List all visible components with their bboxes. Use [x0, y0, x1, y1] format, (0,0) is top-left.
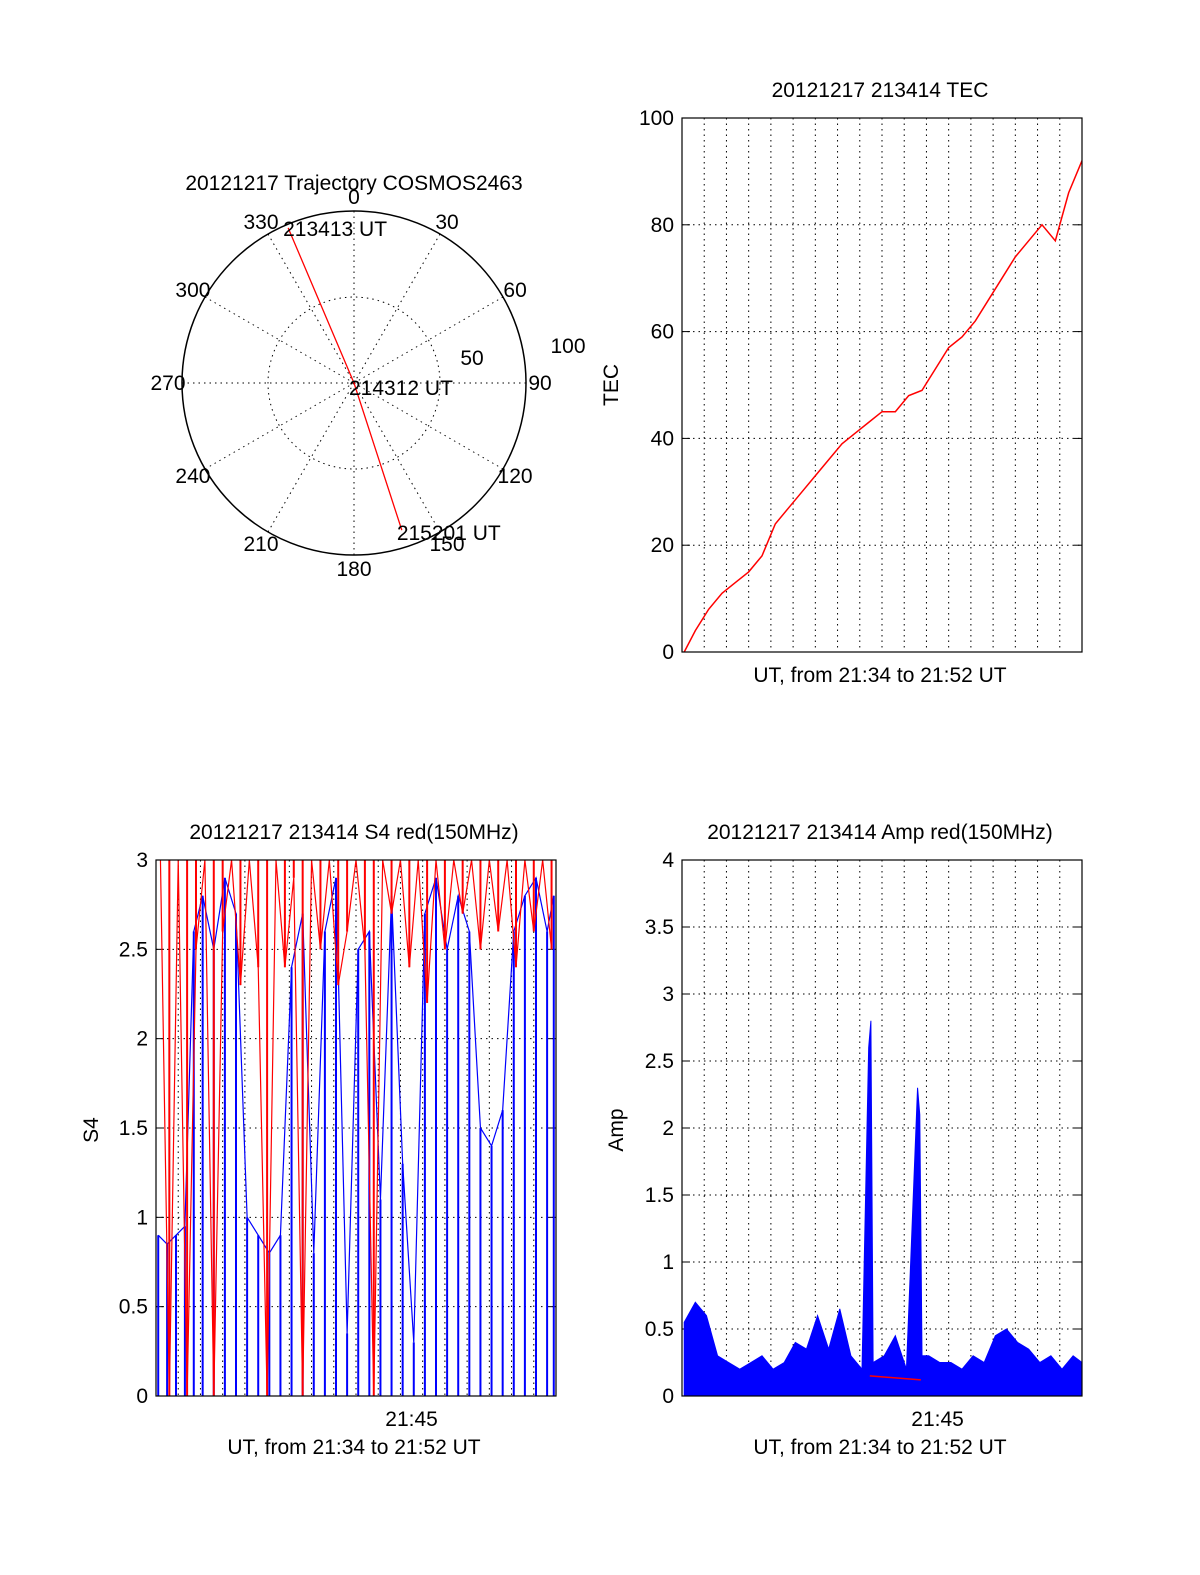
- trajectory-time-label: 213413 UT: [283, 218, 387, 241]
- amp-x-label: UT, from 21:34 to 21:52 UT: [753, 1436, 1006, 1459]
- y-tick-label: 1.5: [119, 1117, 148, 1140]
- trajectory-polar-plot: 20121217 Trajectory COSMOS2463 0 30 60 90 12…: [150, 172, 585, 581]
- y-tick-label: 2.5: [645, 1050, 674, 1073]
- tec-line-chart: 20121217 213414 TEC UT, from 21:34 to 21…: [600, 79, 1083, 687]
- tec-x-label: UT, from 21:34 to 21:52 UT: [753, 664, 1006, 687]
- plot-frame: [681, 117, 1083, 653]
- plot-frame: [155, 859, 557, 1397]
- s4-line-chart: 20121217 213414 S4 red(150MHz) UT, from …: [80, 821, 557, 1459]
- series-line: [159, 860, 553, 1396]
- polar-spoke: [353, 233, 441, 384]
- y-tick-label: 2: [136, 1028, 148, 1051]
- x-tick-label: 21:45: [911, 1408, 964, 1431]
- polar-spoke: [353, 296, 504, 384]
- y-tick-label: 4: [662, 849, 674, 872]
- polar-spoke: [267, 382, 355, 533]
- trajectory-time-label: 215201 UT: [397, 522, 501, 545]
- polar-angle-label: 30: [435, 211, 458, 234]
- y-tick-label: 2.5: [119, 938, 148, 961]
- series-area: [683, 1020, 1082, 1396]
- polar-angle-label: 90: [528, 372, 551, 395]
- series-line: [869, 1375, 921, 1381]
- y-tick-label: 3: [136, 849, 148, 872]
- y-tick-label: 3: [662, 983, 674, 1006]
- s4-y-label: S4: [80, 1117, 103, 1143]
- y-tick-label: 20: [651, 534, 674, 557]
- series-group: [157, 860, 555, 1396]
- y-tick-label: 0: [136, 1385, 148, 1408]
- polar-title: 20121217 Trajectory COSMOS2463: [185, 172, 522, 195]
- s4-title: 20121217 213414 S4 red(150MHz): [189, 821, 518, 844]
- polar-inner-ring: [267, 296, 441, 470]
- y-tick-label: 1: [662, 1251, 674, 1274]
- polar-spoke: [204, 296, 355, 384]
- y-tick-label: 1: [136, 1206, 148, 1229]
- series-group: [683, 160, 1082, 652]
- y-tick-label: 3.5: [645, 916, 674, 939]
- tec-y-label: TEC: [600, 364, 623, 406]
- y-tick-label: 60: [651, 321, 674, 344]
- series-line: [157, 876, 555, 1343]
- y-tick-label: 0.5: [645, 1318, 674, 1341]
- y-tick-label: 80: [651, 214, 674, 237]
- y-tick-label: 0: [662, 641, 674, 664]
- polar-angle-label: 270: [150, 372, 185, 395]
- x-tick-label: 21:45: [385, 1408, 438, 1431]
- y-tick-label: 1.5: [645, 1184, 674, 1207]
- y-tick-label: 0: [662, 1385, 674, 1408]
- amp-line-chart: 20121217 213414 Amp red(150MHz) UT, from…: [605, 821, 1083, 1459]
- y-tick-label: 40: [651, 427, 674, 450]
- series-line: [683, 160, 1082, 652]
- s4-x-label: UT, from 21:34 to 21:52 UT: [227, 1436, 480, 1459]
- polar-radial-label: 50: [460, 347, 483, 370]
- polar-angle-label: 330: [243, 211, 278, 234]
- polar-angle-label: 0: [348, 186, 360, 209]
- polar-spoke: [353, 382, 504, 470]
- polar-angle-label: 240: [175, 465, 210, 488]
- polar-angle-label: 210: [243, 533, 278, 556]
- y-tick-label: 0.5: [119, 1296, 148, 1319]
- polar-radial-label: 100: [550, 335, 585, 358]
- polar-angle-label: 60: [503, 279, 526, 302]
- plot-frame: [681, 859, 1083, 1397]
- amp-title: 20121217 213414 Amp red(150MHz): [707, 821, 1053, 844]
- polar-angle-label: 120: [498, 465, 533, 488]
- polar-spoke: [267, 233, 355, 384]
- trajectory-time-label: 214312 UT: [349, 377, 453, 400]
- tec-title: 20121217 213414 TEC: [772, 79, 989, 102]
- polar-angle-label: 180: [336, 558, 371, 581]
- polar-angle-label: 300: [175, 279, 210, 302]
- y-tick-label: 2: [662, 1117, 674, 1140]
- polar-spoke: [353, 382, 441, 533]
- trajectory-line: [287, 227, 403, 531]
- polar-angle-label: 150: [429, 533, 464, 556]
- amp-y-label: Amp: [605, 1108, 628, 1151]
- series-group: [683, 1020, 1082, 1396]
- y-tick-label: 100: [639, 107, 674, 130]
- polar-spoke: [204, 382, 355, 470]
